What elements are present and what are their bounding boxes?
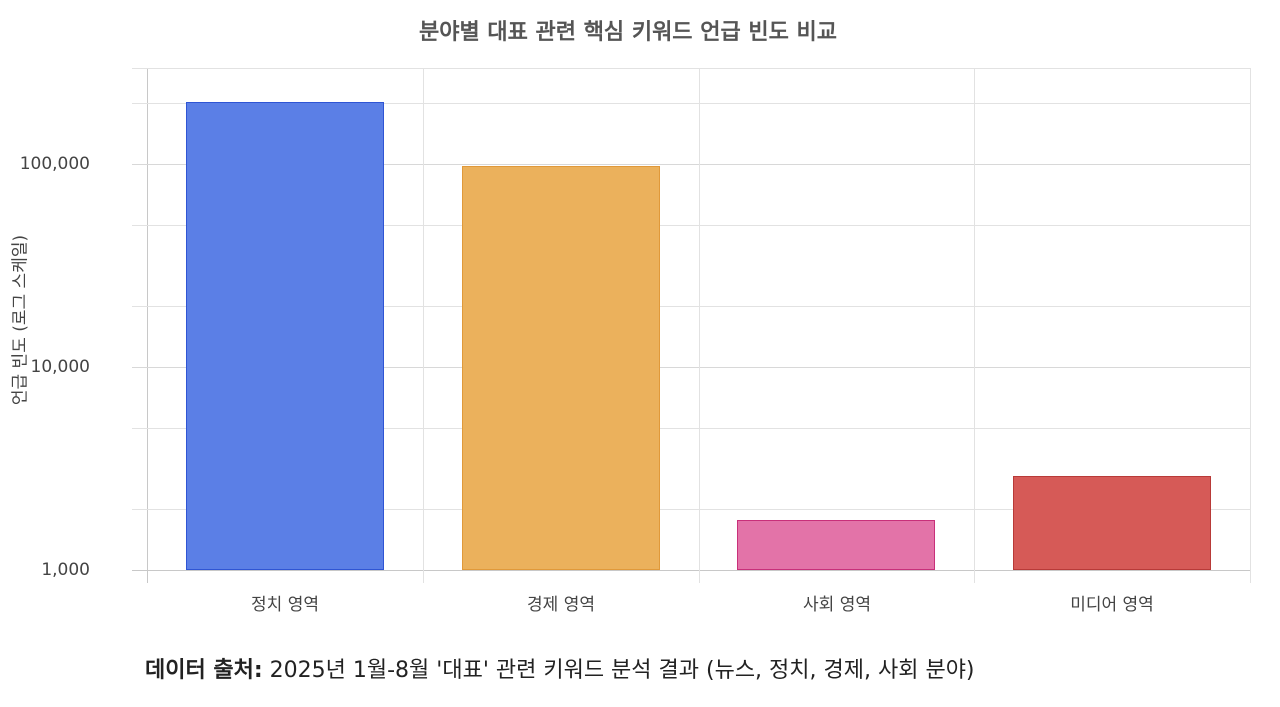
gridline-vertical bbox=[1250, 68, 1251, 583]
bar-3[interactable] bbox=[737, 520, 935, 570]
gridline-horizontal bbox=[132, 225, 1250, 227]
gridline-horizontal bbox=[132, 305, 1250, 307]
x-tick-label: 미디어 영역 bbox=[1070, 595, 1154, 615]
y-tick-label: 1,000 bbox=[41, 560, 90, 580]
y-axis-label: 언급 빈도 (로그 스케일) bbox=[10, 234, 31, 406]
data-source-note: 데이터 출처: 2025년 1월-8월 '대표' 관련 키워드 분석 결과 (뉴… bbox=[145, 652, 975, 684]
x-axis-line bbox=[132, 570, 1250, 571]
x-tick-label: 경제 영역 bbox=[527, 595, 595, 615]
bar-2[interactable] bbox=[462, 165, 660, 570]
y-axis-line bbox=[147, 68, 148, 583]
bar-4[interactable] bbox=[1013, 476, 1211, 570]
y-tick-label: 10,000 bbox=[30, 357, 90, 377]
gridline-vertical bbox=[699, 68, 700, 583]
gridline-vertical bbox=[974, 68, 975, 583]
chart-title: 분야별 대표 관련 핵심 키워드 언급 빈도 비교 bbox=[419, 20, 837, 45]
data-source-text: 2025년 1월-8월 '대표' 관련 키워드 분석 결과 (뉴스, 정치, 경… bbox=[262, 658, 975, 683]
gridline-horizontal bbox=[132, 428, 1250, 430]
bar-1[interactable] bbox=[186, 102, 384, 570]
gridline-horizontal bbox=[132, 508, 1250, 510]
y-tick-label: 100,000 bbox=[19, 154, 90, 174]
gridline-vertical bbox=[423, 68, 424, 583]
gridline-horizontal bbox=[132, 164, 1250, 165]
data-source-label: 데이터 출처: bbox=[145, 658, 263, 683]
gridline-horizontal bbox=[132, 367, 1250, 368]
x-tick-label: 정치 영역 bbox=[251, 595, 319, 615]
gridline-horizontal bbox=[132, 68, 1250, 69]
x-tick-label: 사회 영역 bbox=[803, 595, 871, 615]
gridline-horizontal bbox=[132, 102, 1250, 104]
plot-area: 1,000 10,000 100,000 정치 영역 경제 영역 사회 영역 미디어 영역 bbox=[20, 68, 1251, 615]
